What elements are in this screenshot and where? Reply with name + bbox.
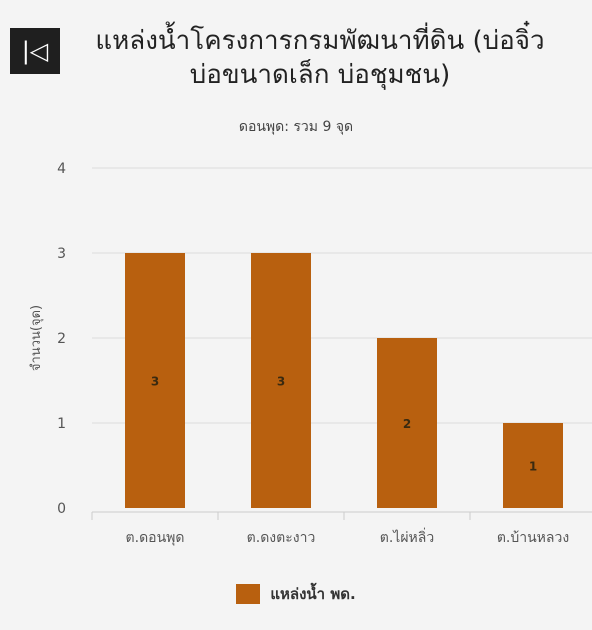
y-tick-label: 0 <box>57 501 66 517</box>
x-tick-label: ต.ดงตะงาว <box>247 530 316 546</box>
chart-subtitle: ดอนพุด: รวม 9 จุด <box>238 119 354 135</box>
bar <box>503 423 563 508</box>
x-tick-label: ต.ไผ่หลิ่ว <box>380 528 434 546</box>
y-axis-title: จำนวน(จุด) <box>29 305 44 371</box>
y-tick-label: 2 <box>57 331 66 347</box>
bar <box>125 253 185 508</box>
bar-data-label: 3 <box>151 375 159 389</box>
chart-title-line1: แหล่งน้ำโครงการกรมพัฒนาที่ดิน (บ่อจิ๋ว <box>95 26 545 56</box>
x-tick-label: ต.ดอนพุด <box>126 530 185 546</box>
bar <box>251 253 311 508</box>
bar-data-label: 1 <box>529 460 537 474</box>
legend-swatch <box>236 584 261 604</box>
chart-title: แหล่งน้ำโครงการกรมพัฒนาที่ดิน (บ่อจิ๋ว บ… <box>60 24 580 92</box>
y-tick-label: 4 <box>57 161 66 177</box>
bar-data-label: 2 <box>403 417 411 431</box>
bar <box>377 338 437 508</box>
x-tick-label: ต.บ้านหลวง <box>497 530 569 546</box>
back-button[interactable]: |◁ <box>10 28 60 74</box>
chart-title-line2: บ่อขนาดเล็ก บ่อชุมชน) <box>189 60 451 90</box>
y-tick-label: 3 <box>57 246 66 262</box>
legend-label: แหล่งน้ำ พด. <box>270 585 356 603</box>
y-tick-label: 1 <box>57 416 66 432</box>
skip-back-icon: |◁ <box>21 37 49 65</box>
chart-legend[interactable]: แหล่งน้ำ พด. <box>0 582 592 606</box>
bar-data-label: 3 <box>277 375 285 389</box>
